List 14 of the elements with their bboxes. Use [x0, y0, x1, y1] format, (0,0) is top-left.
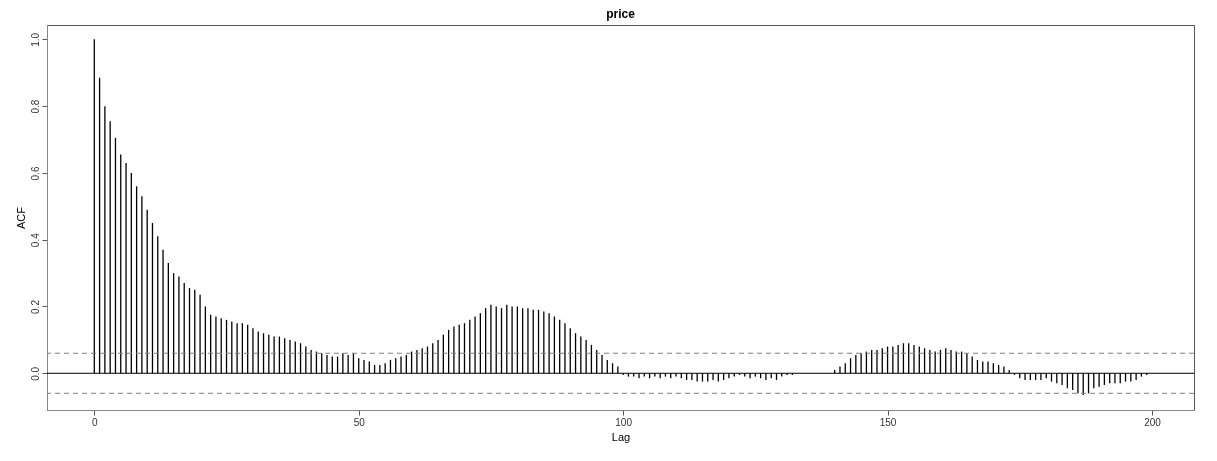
x-tick-label: 150 [879, 416, 897, 428]
y-tick-label: 0.6 [29, 166, 41, 181]
y-tick-label: 0.0 [29, 366, 41, 381]
x-tick-label: 0 [92, 416, 99, 428]
x-tick-label: 50 [353, 416, 366, 428]
x-tick-label: 200 [1144, 416, 1162, 428]
y-axis-title: ACF [14, 206, 27, 229]
x-tick-label: 100 [615, 416, 633, 428]
y-tick-label: 0.8 [29, 99, 41, 114]
y-tick-label: 0.2 [29, 299, 41, 314]
y-tick-label: 0.4 [29, 232, 41, 248]
y-tick-label: 1.0 [29, 32, 41, 47]
x-axis-title: Lag [611, 430, 631, 443]
chart-title: price [606, 7, 636, 21]
